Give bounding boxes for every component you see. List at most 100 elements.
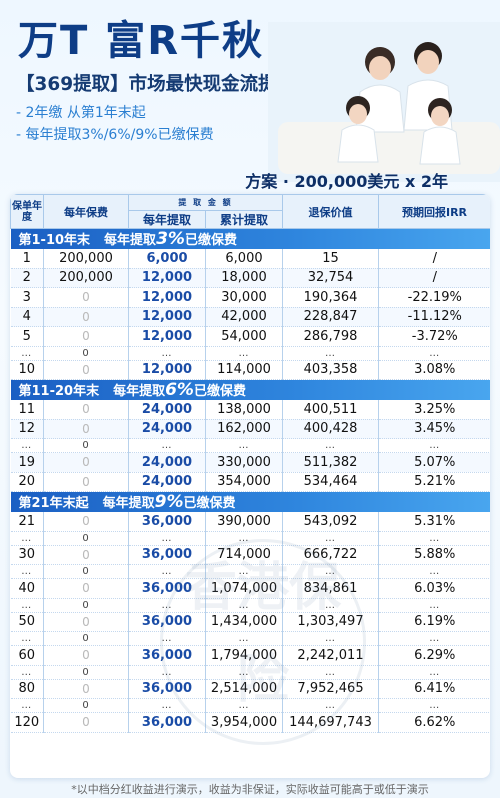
cell-annual-withdraw: 6,000 [128, 249, 206, 269]
footnote: *以中档分红收益进行演示，收益为非保证，实际收益可能高于或低于演示 [71, 783, 429, 796]
cell-annual-withdraw: 36,000 [128, 612, 206, 632]
cell-annual-withdraw: 24,000 [128, 419, 206, 439]
table-row: 120 0 36,000 3,954,000 144,697,743 6.62% [10, 712, 490, 733]
cell-annual-withdraw: … [128, 665, 206, 680]
cell-year: 2 [10, 268, 44, 288]
cell-year: … [10, 346, 44, 361]
cell-year: 4 [10, 307, 44, 327]
table-row: 12 0 24,000 162,000 400,428 3.45% [10, 419, 490, 439]
page-title: 万T 富R千秋 [18, 18, 265, 64]
section-band-label: 第1-10年末 每年提取3%已缴保费 [11, 229, 491, 249]
cell-irr: -3.72% [378, 326, 490, 347]
cell-irr: … [378, 438, 490, 453]
cell-year: 40 [10, 578, 44, 599]
cell-year: 3 [10, 287, 44, 308]
plan-label: 方案 · 200,000美元 x 2年 [245, 172, 448, 191]
cell-year: 60 [10, 645, 44, 666]
table-row: 20 0 24,000 354,000 534,464 5.21% [10, 472, 490, 492]
cell-cumulative: 354,000 [205, 472, 284, 492]
cell-surrender: 543,092 [282, 512, 380, 532]
cell-premium: 0 [43, 712, 129, 733]
table-row: … 0………… [10, 598, 490, 613]
cell-premium: 0 [43, 307, 129, 327]
cell-year: … [10, 698, 44, 713]
cell-year: … [10, 531, 44, 546]
cell-cumulative: … [205, 598, 284, 613]
cell-irr: … [378, 665, 490, 680]
cell-irr: … [378, 598, 490, 613]
cell-cumulative: 1,074,000 [205, 578, 284, 599]
table-row: 1 200,000 6,000 6,000 15/ [10, 249, 490, 269]
table-row: 10 0 12,000 114,000 403,358 3.08% [10, 360, 490, 380]
band-post: 已缴保费 [184, 233, 237, 248]
cell-surrender: 666,722 [282, 545, 380, 565]
cell-annual-withdraw: 12,000 [128, 287, 206, 308]
cell-surrender: … [282, 598, 380, 613]
table-body: 第1-10年末 每年提取3%已缴保费 1 200,000 6,000 6,000 15/2 2… [10, 228, 491, 733]
cell-irr: 5.88% [378, 545, 490, 565]
header-extract-group: 提 取 金 额 [127, 194, 284, 211]
band-prefix: 第1-10年末 [18, 233, 91, 248]
cell-premium: 0 [43, 645, 129, 666]
table-row: 4 0 12,000 42,000 228,847 -11.12% [10, 307, 490, 327]
cell-annual-withdraw: 12,000 [128, 268, 206, 288]
cell-annual-withdraw: 24,000 [128, 452, 206, 473]
benefit-table-card: 保单年度 每年保费 提 取 金 额 退保价值 预期回报IRR 每年提取 累计提取… [10, 194, 490, 778]
header-premium: 每年保费 [43, 194, 129, 229]
cell-annual-withdraw: 36,000 [128, 578, 206, 599]
cell-premium: 0 [43, 419, 129, 439]
cell-premium: 0 [43, 545, 129, 565]
cell-surrender: 403,358 [282, 360, 380, 380]
cell-year: 19 [10, 452, 44, 473]
cell-irr: … [378, 631, 490, 646]
cell-premium: 0 [43, 360, 129, 380]
cell-cumulative: … [205, 438, 284, 453]
cell-annual-withdraw: 12,000 [128, 326, 206, 347]
cell-surrender: … [282, 531, 380, 546]
cell-annual-withdraw: 36,000 [128, 712, 206, 733]
section-band: 第1-10年末 每年提取3%已缴保费 [10, 228, 491, 249]
band-pct: 6% [165, 380, 194, 400]
cell-cumulative: 1,794,000 [205, 645, 284, 666]
table-row: 21 0 36,000 390,000 543,092 5.31% [10, 512, 490, 532]
cell-year: 50 [10, 612, 44, 632]
cell-premium: 0 [43, 612, 129, 632]
header-year: 保单年度 [10, 194, 44, 229]
cell-premium: 0 [43, 598, 129, 613]
section-band: 第21年末起 每年提取9%已缴保费 [10, 491, 490, 512]
cell-surrender: 286,798 [282, 326, 380, 347]
cell-year: 5 [10, 326, 44, 347]
cell-year: 80 [10, 679, 44, 699]
cell-annual-withdraw: 24,000 [128, 400, 206, 420]
cell-surrender: … [282, 631, 380, 646]
cell-annual-withdraw: … [128, 698, 206, 713]
cell-cumulative: 162,000 [205, 419, 284, 439]
cell-year: … [10, 564, 44, 579]
feature-bullets: - 2年缴 从第1年末起 - 每年提取3%/6%/9%已缴保费 [16, 102, 214, 146]
cell-surrender: 15 [282, 249, 380, 269]
cell-year: … [10, 631, 44, 646]
cell-irr: 6.03% [378, 578, 490, 599]
cell-irr: 3.25% [378, 400, 490, 420]
band-prefix: 第11-20年末 [18, 384, 100, 399]
cell-cumulative: 54,000 [205, 326, 284, 347]
cell-premium: 0 [43, 472, 129, 492]
cell-cumulative: … [205, 698, 284, 713]
section-band: 第11-20年末 每年提取6%已缴保费 [10, 379, 491, 400]
band-pct: 3% [156, 229, 185, 249]
cell-premium: 0 [43, 438, 129, 453]
cell-premium: 0 [43, 326, 129, 347]
cell-annual-withdraw: 36,000 [128, 512, 206, 532]
cell-annual-withdraw: … [128, 531, 206, 546]
table-row: 2 200,000 12,000 18,000 32,754/ [10, 268, 490, 288]
band-pre: 每年提取 [104, 233, 157, 248]
cell-annual-withdraw: … [128, 598, 206, 613]
table-row: 80 0 36,000 2,514,000 7,952,465 6.41% [10, 679, 490, 699]
cell-cumulative: 42,000 [205, 307, 284, 327]
cell-surrender: … [282, 564, 380, 579]
table-row: 5 0 12,000 54,000 286,798 -3.72% [10, 326, 490, 347]
table-row: 11 0 24,000 138,000 400,511 3.25% [10, 400, 490, 420]
section-band-label: 第11-20年末 每年提取6%已缴保费 [11, 380, 491, 400]
benefit-table: 保单年度 每年保费 提 取 金 额 退保价值 预期回报IRR 每年提取 累计提取… [10, 194, 490, 733]
table-row: … 0………… [10, 631, 490, 646]
